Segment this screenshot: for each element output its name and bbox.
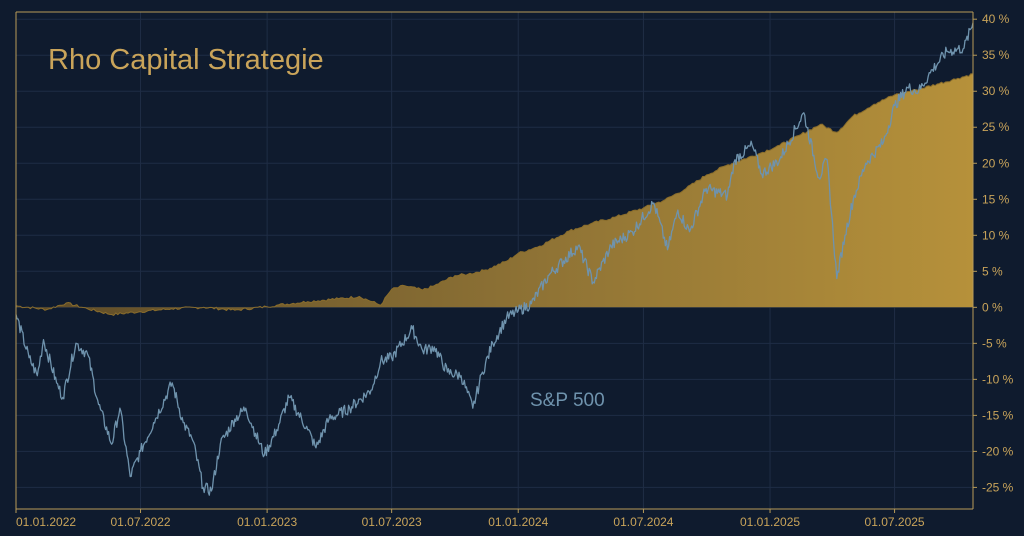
chart-title: Rho Capital Strategie: [48, 44, 324, 76]
x-tick-label-3: 01.07.2023: [362, 515, 422, 529]
x-tick-label-7: 01.07.2025: [865, 515, 925, 529]
y-tick-label-1: 35 %: [982, 48, 1010, 62]
y-tick-label-0: 40 %: [982, 12, 1010, 26]
y-tick-label-10: -10 %: [982, 372, 1014, 386]
y-tick-label-6: 10 %: [982, 228, 1010, 242]
y-tick-label-7: 5 %: [982, 264, 1003, 278]
x-tick-label-1: 01.07.2022: [110, 515, 170, 529]
strategy-area-layer: [15, 73, 974, 317]
y-tick-label-9: -5 %: [982, 336, 1007, 350]
x-tick-label-2: 01.01.2023: [237, 515, 297, 529]
y-tick-label-13: -25 %: [982, 480, 1014, 494]
benchmark-line-layer: [15, 22, 974, 496]
x-tick-label-4: 01.01.2024: [488, 515, 548, 529]
y-tick-label-4: 20 %: [982, 156, 1010, 170]
y-tick-label-8: 0 %: [982, 300, 1003, 314]
x-axis-ticks: 01.01.2022 01.07.2022 01.01.2023 01.07.2023…: [15, 509, 925, 529]
strategy-area: [16, 73, 973, 316]
x-tick-label-0: 01.01.2022: [16, 515, 76, 529]
y-axis-ticks: 40 % 35 % 30 % 25 % 20 % 15 % 10 % 5 % 0 % -5 % -1…: [973, 12, 1014, 494]
benchmark-line: [15, 22, 974, 496]
benchmark-series-label: S&P 500: [530, 390, 605, 411]
strategy-area-edge: [15, 73, 974, 317]
y-tick-label-3: 25 %: [982, 120, 1010, 134]
y-tick-label-12: -20 %: [982, 444, 1014, 458]
y-tick-label-2: 30 %: [982, 84, 1010, 98]
y-tick-label-11: -15 %: [982, 408, 1014, 422]
x-tick-label-6: 01.01.2025: [740, 515, 800, 529]
axes: [15, 11, 974, 510]
grid-lines: [15, 12, 973, 509]
x-tick-label-5: 01.07.2024: [613, 515, 673, 529]
y-tick-label-5: 15 %: [982, 192, 1010, 206]
